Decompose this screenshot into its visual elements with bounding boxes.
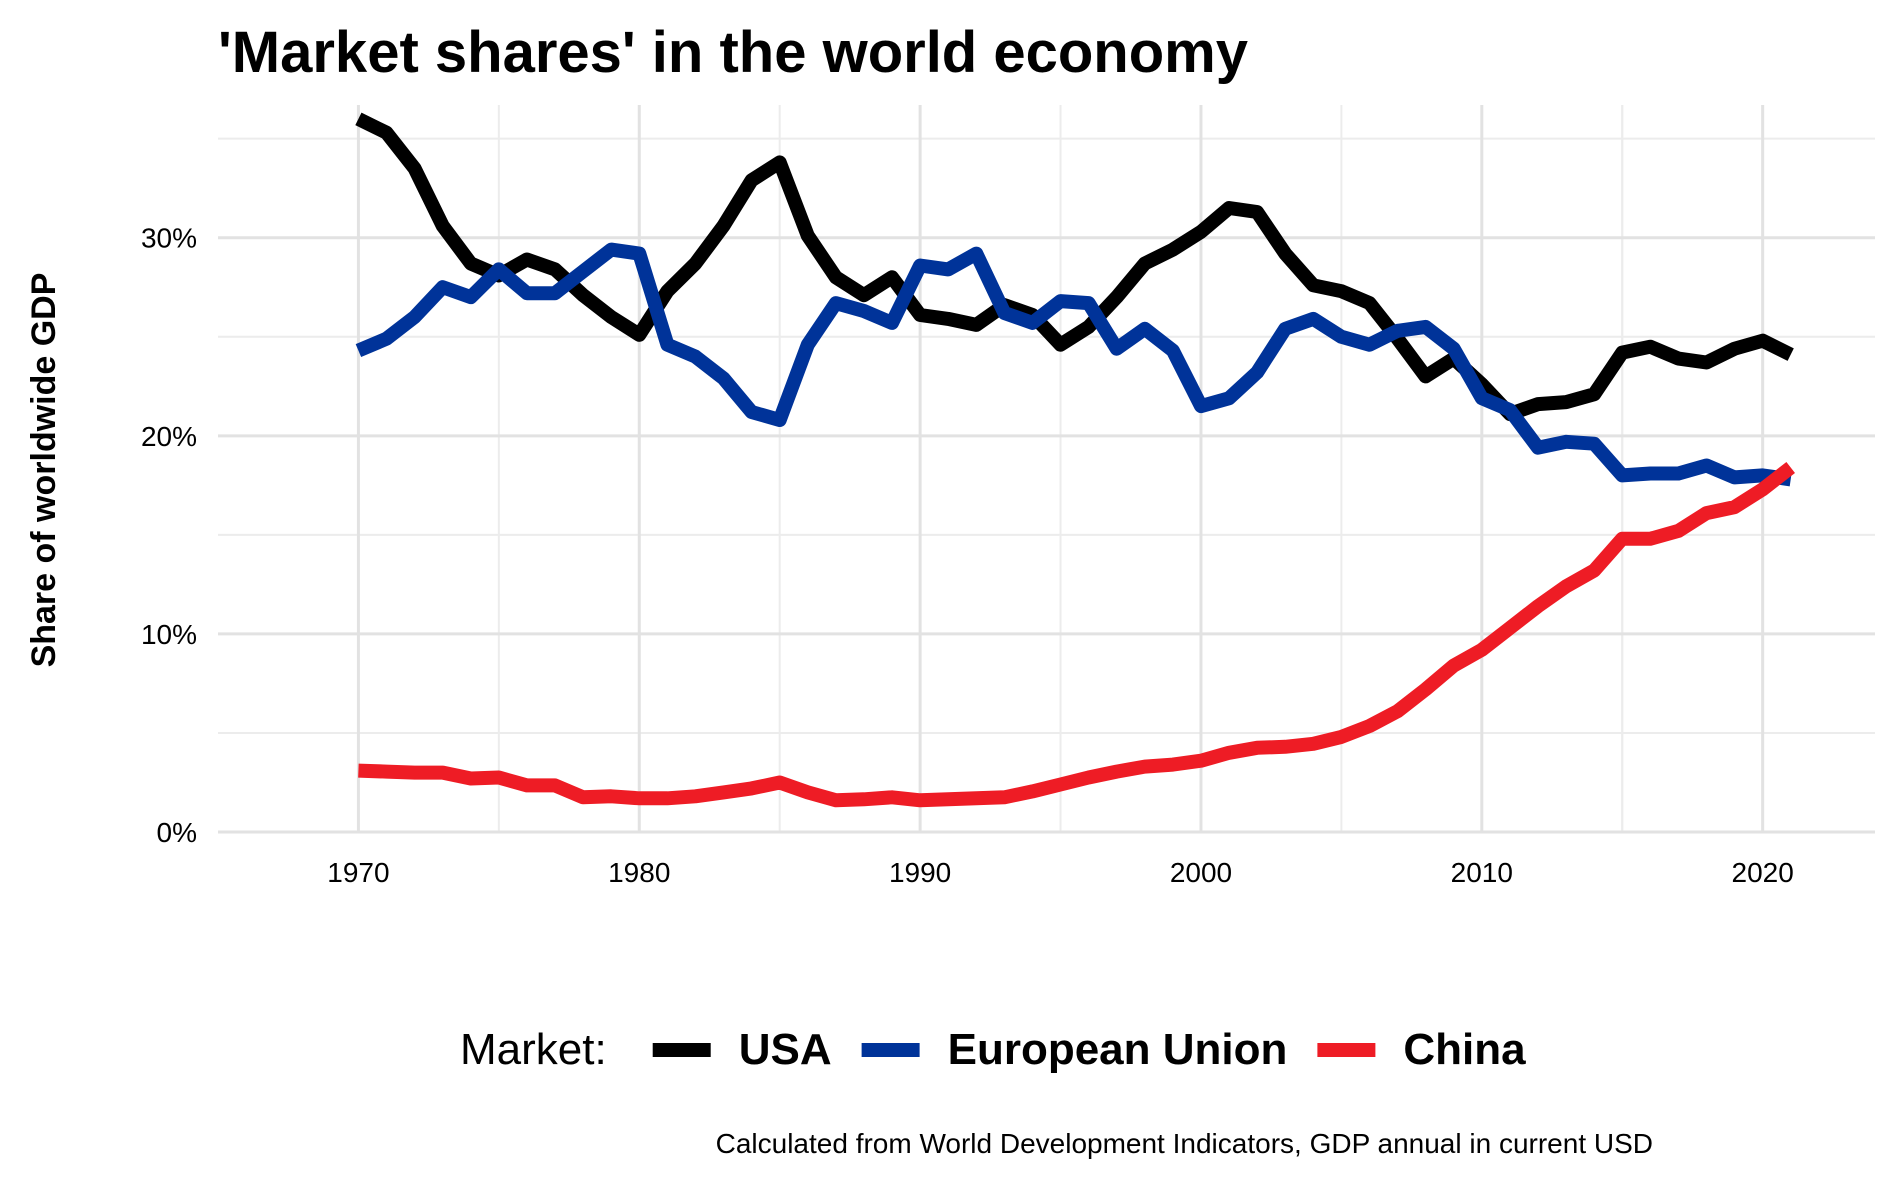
series-lines	[355, 112, 1796, 808]
x-tick-label: 1990	[889, 857, 951, 888]
y-tick-label: 20%	[141, 421, 197, 452]
chart-caption: Calculated from World Development Indica…	[716, 1128, 1653, 1159]
x-tick-label: 2000	[1170, 857, 1232, 888]
y-tick-labels: 0% 10% 20% 30%	[141, 223, 197, 848]
y-tick-label: 10%	[141, 619, 197, 650]
grid	[218, 105, 1875, 834]
y-axis-label: Share of worldwide GDP	[25, 273, 63, 668]
y-tick-label: 0%	[157, 817, 197, 848]
y-tick-label: 30%	[141, 223, 197, 254]
legend-label-china: China	[1403, 1025, 1526, 1074]
x-tick-label: 2010	[1451, 857, 1513, 888]
x-tick-labels: 1970 1980 1990 2000 2010 2020	[327, 857, 1794, 888]
series-line-china	[358, 461, 1796, 808]
chart-title: 'Market shares' in the world economy	[218, 20, 1248, 85]
legend: Market: USA European Union China	[460, 1025, 1526, 1074]
x-tick-label: 2020	[1732, 857, 1794, 888]
x-tick-label: 1980	[608, 857, 670, 888]
series-line-usa	[355, 112, 1794, 421]
legend-title: Market:	[460, 1025, 607, 1074]
legend-label-european-union: European Union	[948, 1025, 1288, 1074]
legend-label-usa: USA	[739, 1025, 832, 1074]
series-line-european-union	[355, 242, 1792, 487]
x-tick-label: 1970	[327, 857, 389, 888]
